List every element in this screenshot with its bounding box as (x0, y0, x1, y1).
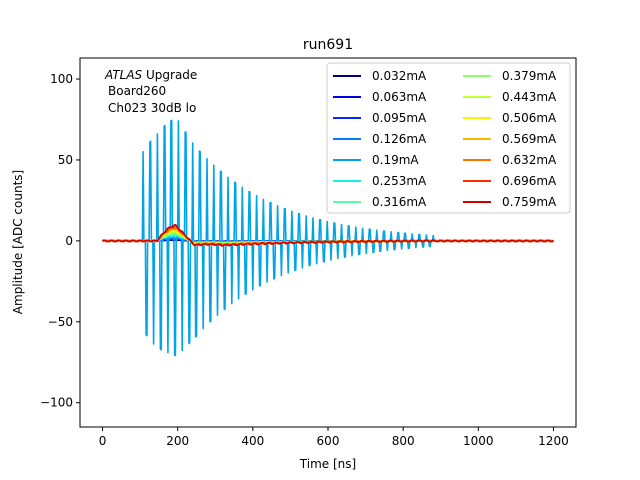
y-tick-label: −100 (40, 396, 73, 410)
legend-label: 0.696mA (502, 174, 557, 188)
y-tick-label: 0 (65, 234, 73, 248)
series-line (102, 223, 554, 247)
annotation-line-2: Board260 (108, 84, 166, 98)
x-tick-label: 0 (99, 434, 107, 448)
y-tick-label: 50 (58, 153, 73, 167)
legend-label: 0.032mA (372, 69, 427, 83)
annotation-line-3: Ch023 30dB lo (108, 101, 196, 115)
legend-box (326, 62, 571, 214)
x-tick-label: 400 (241, 434, 264, 448)
legend: 0.032mA 0.063mA 0.095mA 0.126mA 0.19mA 0.253m… (326, 62, 571, 214)
y-axis-label: Amplitude [ADC counts] (11, 170, 25, 314)
legend-label: 0.506mA (502, 111, 557, 125)
plot-area (102, 119, 554, 357)
x-tick-label: 800 (392, 434, 415, 448)
x-tick-label: 1000 (463, 434, 494, 448)
x-axis-label: Time [ns] (299, 457, 356, 471)
annotation-line-1: ATLAS Upgrade (104, 68, 197, 82)
legend-label: 0.095mA (372, 111, 427, 125)
y-tick-label: 100 (50, 72, 73, 86)
legend-label: 0.443mA (502, 90, 557, 104)
legend-label: 0.126mA (372, 132, 427, 146)
x-tick-label: 600 (317, 434, 340, 448)
legend-label: 0.632mA (502, 153, 557, 167)
x-tick-label: 1200 (538, 434, 569, 448)
y-tick-label: −50 (48, 315, 73, 329)
legend-label: 0.253mA (372, 174, 427, 188)
chart-title: run691 (303, 37, 353, 53)
ticks: 0 200 400 600 800 1000 1200 −100 −50 0 50 100 (40, 72, 569, 448)
legend-label: 0.759mA (502, 195, 557, 209)
legend-label: 0.063mA (372, 90, 427, 104)
legend-label: 0.379mA (502, 69, 557, 83)
annotation-upgrade: Upgrade (142, 68, 197, 82)
legend-label: 0.316mA (372, 195, 427, 209)
x-tick-label: 200 (166, 434, 189, 448)
annotation: ATLAS Upgrade Board260 Ch023 30dB lo (104, 68, 197, 115)
legend-label: 0.19mA (372, 153, 419, 167)
legend-label: 0.569mA (502, 132, 557, 146)
annotation-atlas: ATLAS (104, 68, 143, 82)
